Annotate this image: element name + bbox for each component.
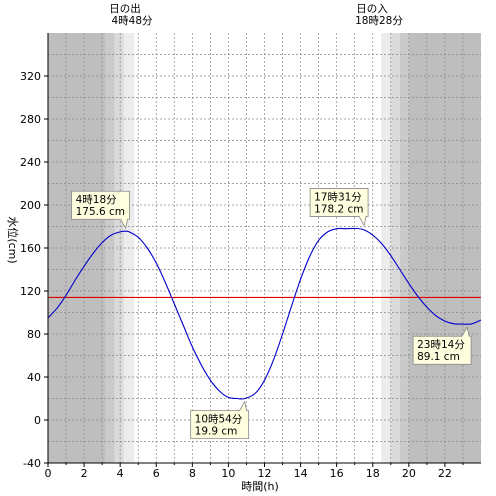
- x-tick-label-2: 2: [81, 467, 88, 480]
- annotation-level-3: 89.1 cm: [417, 351, 460, 363]
- annotation-level-1: 19.9 cm: [195, 426, 238, 438]
- x-tick-label-12: 12: [258, 467, 272, 480]
- x-tick-label-18: 18: [366, 467, 380, 480]
- annotation-time-2: 17時31分: [314, 191, 362, 203]
- sunset-label: 日の入: [356, 3, 388, 15]
- annotation-box-0: [71, 190, 130, 230]
- y-tick-label-280: 280: [20, 113, 41, 126]
- x-tick-label-22: 22: [438, 467, 452, 480]
- annotation-time-0: 4時18分: [76, 194, 118, 206]
- y-axis-label: 水位(cm): [6, 216, 20, 263]
- x-tick-label-14: 14: [294, 467, 308, 480]
- annotation-time-3: 23時14分: [417, 339, 465, 351]
- grid: [48, 33, 481, 463]
- y-tick-label-0: 0: [34, 414, 41, 427]
- y-tick-label-320: 320: [20, 70, 41, 83]
- x-tick-label-20: 20: [402, 467, 416, 480]
- x-tick-label-16: 16: [330, 467, 344, 480]
- annotation-level-0: 175.6 cm: [76, 206, 125, 218]
- x-axis-label: 時間(h): [241, 480, 279, 493]
- shade-band-6: [390, 33, 400, 463]
- x-tick-label-8: 8: [189, 467, 196, 480]
- x-tick-label-6: 6: [153, 467, 160, 480]
- tide-line-0: [47, 227, 482, 400]
- annotation-box-2: [309, 188, 369, 227]
- y-tick-label--40: -40: [23, 457, 41, 470]
- x-tick-label-10: 10: [221, 467, 235, 480]
- shade-band-2: [114, 33, 124, 463]
- shade-band-1: [105, 33, 115, 463]
- y-tick-label-40: 40: [27, 371, 41, 384]
- x-tick-label-4: 4: [117, 467, 124, 480]
- y-tick-label-200: 200: [20, 199, 41, 212]
- shade-band-5: [381, 33, 391, 463]
- annotation-level-2: 178.2 cm: [314, 203, 363, 215]
- annotation-box-3: [412, 326, 472, 365]
- y-tick-label-80: 80: [27, 328, 41, 341]
- axes: [44, 33, 481, 467]
- annotation-time-1: 10時54分: [195, 414, 243, 426]
- sunrise-label: 日の出: [109, 2, 141, 15]
- y-tick-label-120: 120: [20, 285, 41, 298]
- sunset-time: 18時28分: [355, 15, 403, 27]
- x-tick-label-0: 0: [45, 467, 52, 480]
- annotation-box-1: [190, 400, 250, 440]
- tide-line-group: [47, 227, 482, 400]
- y-tick-label-240: 240: [20, 156, 41, 169]
- sunrise-time: 4時48分: [111, 15, 153, 27]
- y-tick-label-160: 160: [20, 242, 41, 255]
- tick-labels: 0 2 4 6 8 10 12 14 16 18 20 22 -40 0 40 80 120 160 200 240 2…: [20, 70, 452, 480]
